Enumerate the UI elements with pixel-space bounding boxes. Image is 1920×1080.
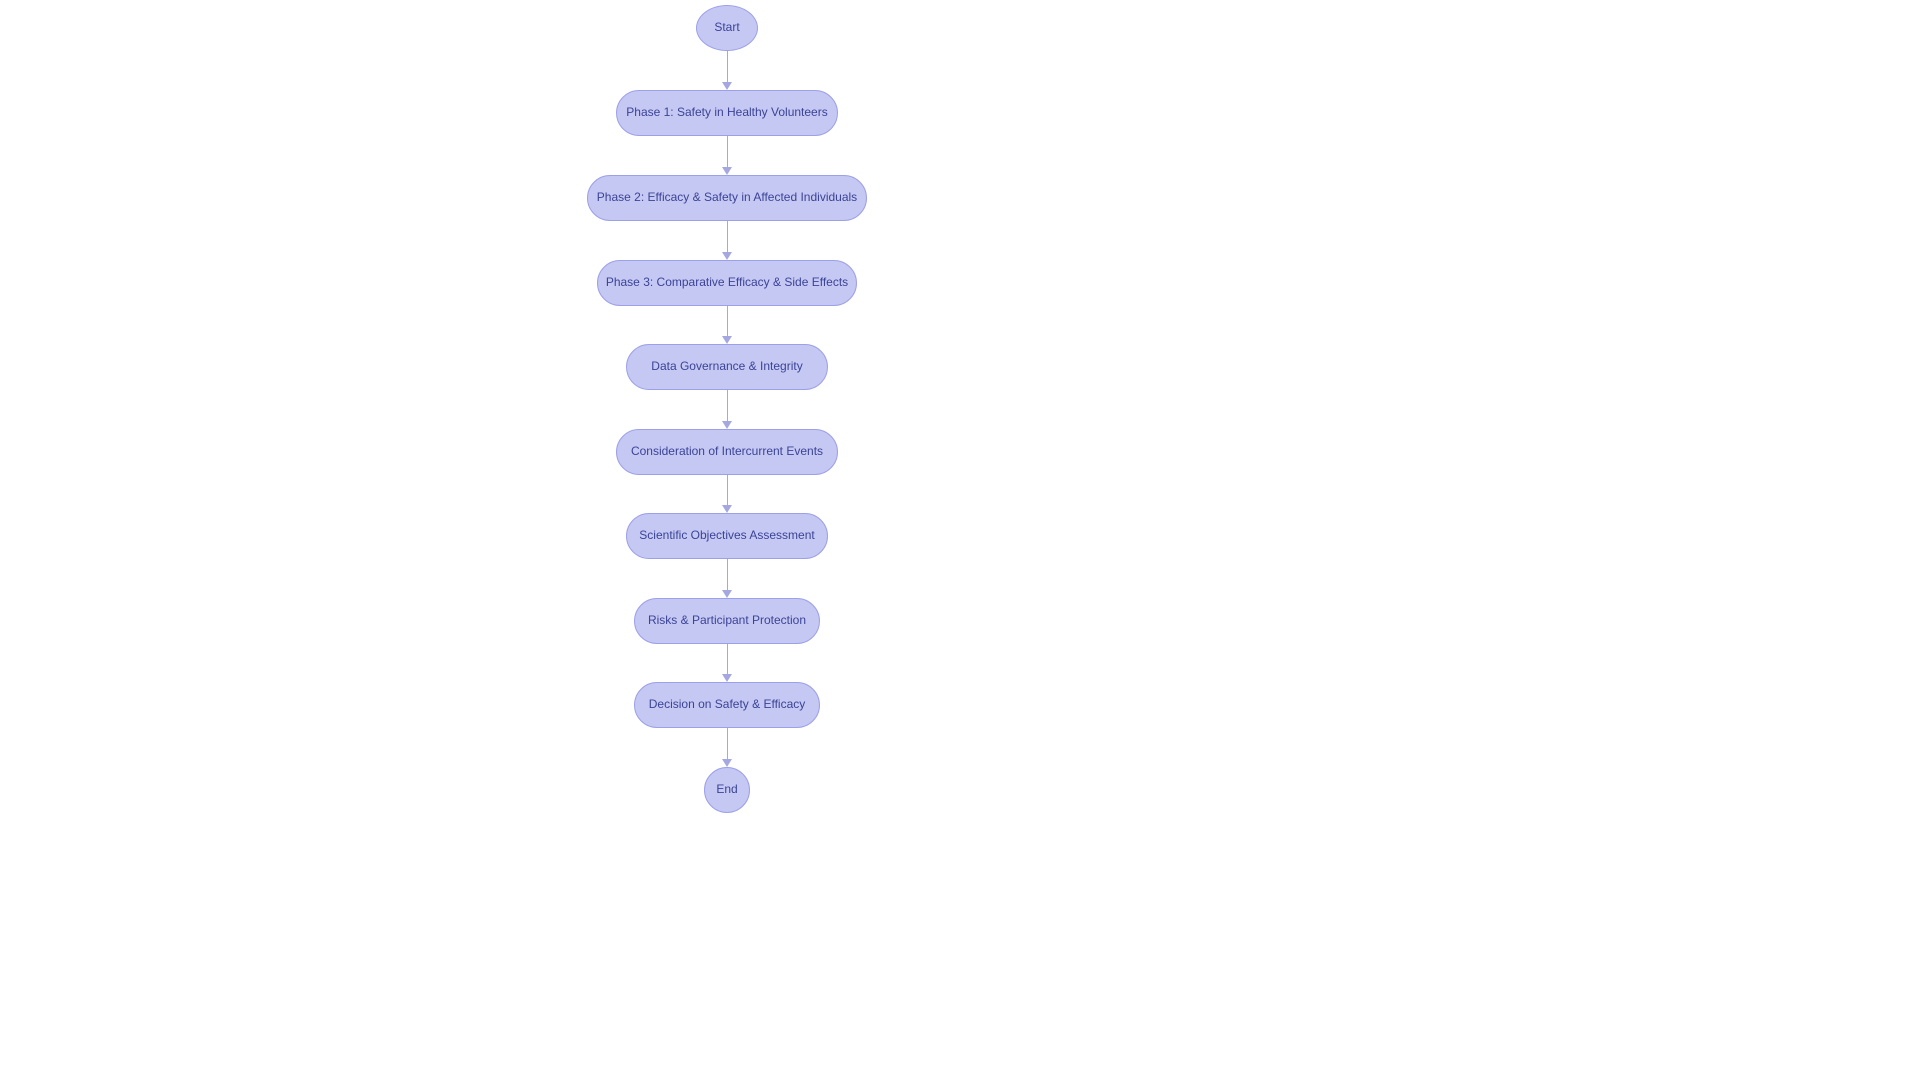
arrow-line (727, 728, 728, 759)
flow-node-label: Phase 3: Comparative Efficacy & Side Eff… (606, 275, 848, 291)
flow-arrow (722, 728, 732, 767)
flow-arrow (722, 51, 732, 90)
arrow-line (727, 306, 728, 336)
flowchart-canvas: Start Phase 1: Safety in Healthy Voluntee… (0, 0, 1920, 1080)
flow-node-p1: Phase 1: Safety in Healthy Volunteers (616, 90, 838, 136)
flow-node-label: Scientific Objectives Assessment (639, 528, 814, 544)
flow-arrow (722, 136, 732, 175)
flow-node-label: Consideration of Intercurrent Events (631, 444, 823, 460)
flow-node-start: Start (696, 5, 758, 51)
arrow-head-icon (722, 82, 732, 90)
arrow-head-icon (722, 167, 732, 175)
flow-arrow (722, 644, 732, 682)
flow-node-dg: Data Governance & Integrity (626, 344, 828, 390)
arrow-head-icon (722, 252, 732, 260)
flow-arrow (722, 306, 732, 344)
flow-arrow (722, 221, 732, 260)
flow-arrow (722, 390, 732, 429)
arrow-head-icon (722, 421, 732, 429)
flow-arrow (722, 475, 732, 513)
arrow-head-icon (722, 759, 732, 767)
arrow-line (727, 475, 728, 505)
flow-node-label: Start (714, 20, 739, 36)
flow-node-label: Phase 2: Efficacy & Safety in Affected I… (597, 190, 857, 206)
flow-node-rp: Risks & Participant Protection (634, 598, 820, 644)
flow-node-so: Scientific Objectives Assessment (626, 513, 828, 559)
flow-node-label: Decision on Safety & Efficacy (649, 697, 806, 713)
arrow-line (727, 644, 728, 674)
flow-node-ie: Consideration of Intercurrent Events (616, 429, 838, 475)
arrow-line (727, 390, 728, 421)
flow-node-p3: Phase 3: Comparative Efficacy & Side Eff… (597, 260, 857, 306)
flow-node-label: Data Governance & Integrity (651, 359, 802, 375)
flow-arrow (722, 559, 732, 598)
flow-node-label: Phase 1: Safety in Healthy Volunteers (626, 105, 827, 121)
flow-node-p2: Phase 2: Efficacy & Safety in Affected I… (587, 175, 867, 221)
arrow-head-icon (722, 505, 732, 513)
flow-node-de: Decision on Safety & Efficacy (634, 682, 820, 728)
flow-node-label: End (716, 782, 737, 798)
flow-node-label: Risks & Participant Protection (648, 613, 806, 629)
arrow-line (727, 221, 728, 252)
arrow-line (727, 559, 728, 590)
arrow-head-icon (722, 674, 732, 682)
arrow-line (727, 136, 728, 167)
flow-node-end: End (704, 767, 750, 813)
arrow-head-icon (722, 336, 732, 344)
arrow-line (727, 51, 728, 82)
arrow-head-icon (722, 590, 732, 598)
